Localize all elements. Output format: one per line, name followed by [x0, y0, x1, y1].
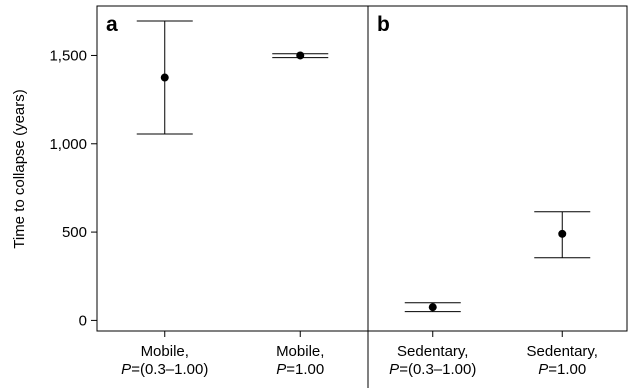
y-tick-label: 1,500: [49, 47, 87, 64]
x-tick-label: Mobile,: [141, 343, 189, 360]
panel-label: b: [377, 13, 390, 36]
panel-label: a: [106, 13, 118, 36]
data-point: [160, 73, 169, 82]
x-tick-label: Sedentary,: [527, 343, 598, 360]
x-tick-label-var: P: [389, 361, 399, 378]
x-tick-label: P=(0.3–1.00): [389, 361, 476, 378]
y-tick-label: 500: [62, 224, 87, 241]
plot-frame: [96, 5, 628, 388]
x-tick-label-value: =(0.3–1.00): [399, 361, 476, 378]
x-tick-label-var: P: [276, 361, 286, 378]
data-point: [296, 51, 305, 60]
y-axis: 0 500 1,000 1,500: [49, 47, 97, 329]
x-tick-label: P=1.00: [538, 361, 586, 378]
x-tick-label: Mobile,: [276, 343, 324, 360]
x-tick-label-var: P: [538, 361, 548, 378]
data-point: [428, 303, 437, 312]
x-tick-label-value: =(0.3–1.00): [131, 361, 208, 378]
plot-border: [96, 5, 628, 332]
x-tick-label: Sedentary,: [397, 343, 468, 360]
x-tick-label: P=(0.3–1.00): [121, 361, 208, 378]
x-tick-label: P=1.00: [276, 361, 324, 378]
data-point: [558, 229, 567, 238]
y-axis-label: Time to collapse (years): [11, 89, 28, 249]
panels: aMobile,P=(0.3–1.00)Mobile,P=1.00bSedent…: [106, 13, 598, 378]
y-tick-label: 1,000: [49, 136, 87, 153]
x-tick-label-var: P: [121, 361, 131, 378]
y-tick-label: 0: [79, 312, 87, 329]
x-tick-label-value: =1.00: [548, 361, 586, 378]
x-tick-label-value: =1.00: [286, 361, 324, 378]
